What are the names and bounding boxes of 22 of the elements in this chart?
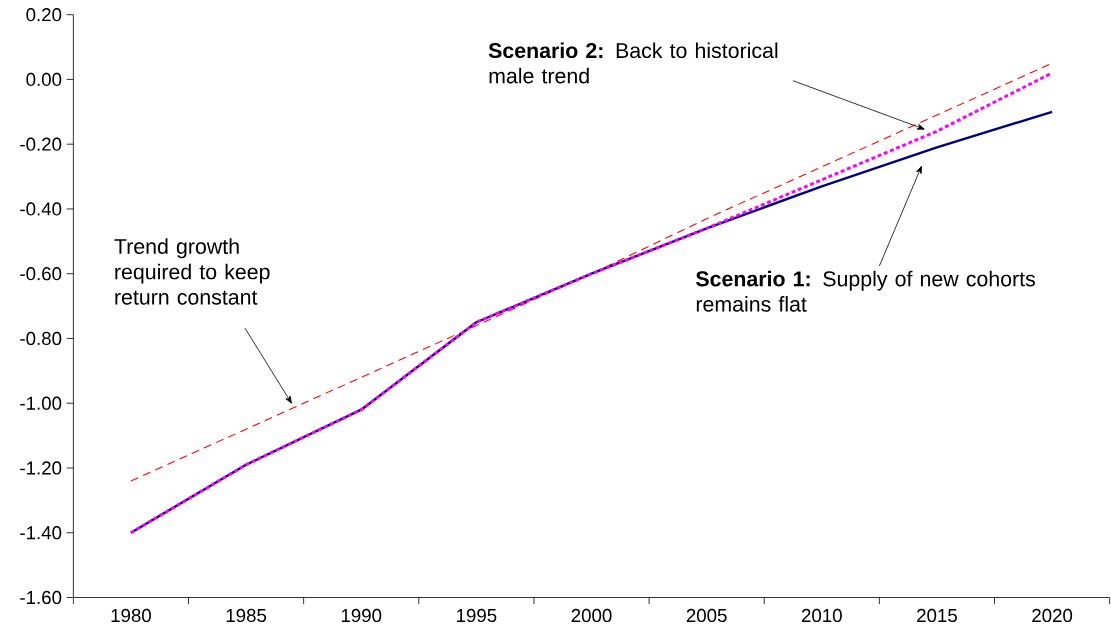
y-tick-label: -1.60 — [20, 590, 62, 605]
x-tick-label: 2015 — [917, 608, 957, 623]
x-tick-label: 1990 — [341, 608, 382, 623]
annotation: Scenario 1: Supply of new cohorts remains flat — [696, 270, 1035, 312]
y-tick-label: -1.20 — [20, 461, 62, 475]
x-tick-label: 2005 — [686, 608, 727, 623]
x-tick-label: 1985 — [226, 608, 267, 623]
x-tick-label: 1995 — [457, 608, 497, 623]
y-tick-label: 0.00 — [26, 72, 62, 87]
x-tick-label: 2000 — [571, 608, 612, 623]
y-tick-label: -1.00 — [20, 396, 62, 410]
y-tick-label: -0.60 — [20, 267, 62, 281]
x-tick-label: 1980 — [111, 608, 151, 623]
y-tick-label: -0.80 — [20, 331, 62, 346]
text: Scenario 2: Back to historical male trend — [488, 42, 778, 84]
x-tick-label: 2010 — [801, 608, 842, 623]
x-tick-label: 2020 — [1032, 608, 1073, 623]
y-tick-label: 0.20 — [26, 8, 62, 22]
annotation: Trend growth required to keep return constant — [114, 238, 270, 305]
y-tick-label: -0.20 — [20, 137, 62, 151]
y-tick-label: -1.40 — [20, 526, 62, 540]
y-tick-label: -0.40 — [20, 202, 62, 216]
